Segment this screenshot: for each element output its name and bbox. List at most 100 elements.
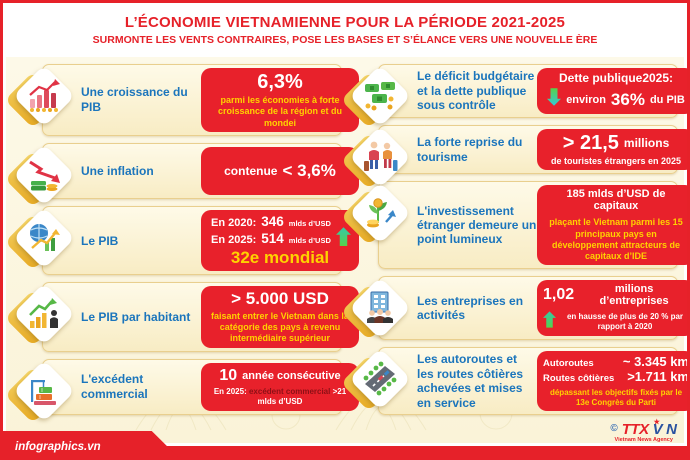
stat-box: En 2020: 346 mlds d’USD En 2025: 514 mld… bbox=[201, 210, 359, 272]
icon-cell bbox=[340, 181, 412, 269]
card-label: Les entreprises en activités bbox=[417, 293, 524, 323]
stat-value: 346 bbox=[261, 214, 284, 230]
stat-value: >1.711 km bbox=[627, 369, 689, 385]
card-foreign-investment: L'investissement étranger demeure un poi… bbox=[340, 181, 687, 270]
site-banner: infographics.vn bbox=[3, 431, 178, 457]
up-arrow-icon bbox=[543, 311, 556, 333]
stat-caption-prefix: En 2025: bbox=[213, 386, 247, 396]
logo-v: V ★ bbox=[652, 418, 663, 438]
globe-growth-icon bbox=[25, 218, 63, 256]
card-label: L'investissement étranger demeure un poi… bbox=[417, 203, 537, 247]
stat-year: En 2025: bbox=[211, 234, 257, 247]
stat-box: 1,02 milions d’entreprises bbox=[537, 280, 687, 337]
stat-caption: en hausse de plus de 20 % par rapport à … bbox=[566, 312, 684, 332]
card-panel: Une inflation contenue < 3,6% bbox=[42, 142, 359, 200]
card-label: Une croissance du PIB bbox=[81, 85, 188, 114]
right-column: Le déficit budgétaire et la dette publiq… bbox=[340, 64, 687, 416]
stat-value: 1,02 bbox=[543, 286, 575, 304]
card-panel: Le PIB En 2020: 346 mlds d’USD En 2025: … bbox=[42, 206, 359, 276]
stat-value: < 3,6% bbox=[282, 161, 336, 181]
stat-value: 10 bbox=[219, 366, 238, 384]
page-title: L’ÉCONOMIE VIETNAMIENNE POUR LA PÉRIODE … bbox=[124, 14, 566, 31]
header: L’ÉCONOMIE VIETNAMIENNE POUR LA PÉRIODE … bbox=[3, 3, 687, 46]
stat-caption-suffix: >21 mlds d’USD bbox=[257, 386, 347, 406]
icon-cell bbox=[4, 143, 76, 208]
logo-caption: Vietnam News Agency bbox=[614, 436, 673, 443]
card-inflation: Une inflation contenue < 3,6% bbox=[4, 142, 359, 208]
stat-unit: mlds d’USD bbox=[288, 236, 331, 246]
card-pib-habitant: Le PIB par habitant > 5.000 USD faisant … bbox=[4, 282, 359, 352]
stat-caption: En 2025: excédent commercial >21 mlds d’… bbox=[207, 387, 353, 407]
card-panel: L'excédent commercial 10 année consécuti… bbox=[42, 358, 359, 416]
stat-caption: faisant entrer le Vietnam dans la catégo… bbox=[211, 310, 349, 344]
card-label: Le PIB bbox=[81, 233, 119, 248]
card-label: Les autoroutes et les routes côtières ac… bbox=[417, 352, 524, 410]
logo-ttx: TTX bbox=[621, 420, 649, 438]
tourists-icon bbox=[361, 137, 399, 175]
stat-rest: année consécutive bbox=[242, 369, 341, 382]
card-tourism: La forte reprise du tourisme > 21,5 mill… bbox=[340, 125, 687, 190]
icon-cell bbox=[4, 206, 76, 275]
stat-box: 185 mlds d’USD de capitaux plaçant le Vi… bbox=[537, 185, 687, 266]
card-trade-surplus: L'excédent commercial 10 année consécuti… bbox=[4, 358, 359, 423]
site-url: infographics.vn bbox=[15, 441, 101, 453]
stat-box: contenue < 3,6% bbox=[201, 146, 359, 196]
card-panel: Une croissance du PIB 6,3% parmi les éco… bbox=[42, 64, 359, 136]
stat-label: Routes côtières bbox=[543, 373, 615, 385]
stat-box: 10 année consécutive En 2025: excédent c… bbox=[201, 362, 359, 412]
stat-caption: parmi les économies à forte croissance d… bbox=[217, 95, 343, 128]
up-arrow-icon bbox=[336, 226, 351, 251]
icon-cell bbox=[4, 64, 76, 136]
card-label: L'excédent commercial bbox=[81, 372, 148, 401]
stat-caption: dépassant les objectifs fixés par le 13e… bbox=[549, 388, 683, 408]
bottom-strip bbox=[3, 446, 687, 457]
bar-chart-growth-icon bbox=[25, 76, 63, 114]
stat-box: 6,3% parmi les économies à forte croissa… bbox=[201, 68, 359, 132]
card-panel: Le PIB par habitant > 5.000 USD faisant … bbox=[42, 282, 359, 352]
card-label: Le déficit budgétaire et la dette publiq… bbox=[417, 69, 535, 113]
logo-n: N bbox=[666, 420, 677, 438]
ttxvn-logo: © TTX V ★ N Vietnam News Agency bbox=[610, 418, 677, 444]
stat-value: 6,3% bbox=[257, 71, 303, 93]
highway-icon bbox=[361, 359, 399, 397]
world-rank: 32e mondial bbox=[230, 248, 330, 268]
banknote-stacks-icon bbox=[361, 76, 399, 114]
stat-prefix: contenue bbox=[224, 163, 278, 178]
stat-rest: milions d’entreprises bbox=[599, 283, 669, 308]
stat-unit: mlds d’USD bbox=[288, 219, 331, 229]
cargo-crane-icon bbox=[25, 371, 63, 409]
stat-value: 514 bbox=[261, 231, 284, 247]
income-growth-icon bbox=[25, 294, 63, 332]
stat-value: > 5.000 USD bbox=[231, 289, 329, 309]
card-pib-growth: Une croissance du PIB 6,3% parmi les éco… bbox=[4, 64, 359, 136]
stat-caption-em: excédent commercial bbox=[248, 386, 331, 396]
inflation-arrow-down-icon bbox=[25, 155, 63, 193]
card-panel: Les autoroutes et les routes côtières ac… bbox=[378, 347, 687, 416]
office-building-icon bbox=[361, 288, 399, 326]
icon-cell bbox=[340, 64, 412, 129]
card-highways: Les autoroutes et les routes côtières ac… bbox=[340, 347, 687, 416]
stat-title: Dette publique2025: bbox=[558, 71, 674, 85]
money-plant-icon bbox=[361, 193, 399, 231]
icon-cell bbox=[340, 276, 412, 341]
stat-prefix: environ bbox=[566, 93, 606, 106]
card-panel: La forte reprise du tourisme > 21,5 mill… bbox=[378, 125, 687, 175]
page-subtitle: SURMONTE LES VENTS CONTRAIRES, POSE LES … bbox=[92, 34, 598, 46]
stat-year: En 2020: bbox=[211, 217, 257, 230]
card-label: Une inflation bbox=[81, 163, 154, 178]
stat-caption: plaçant le Vietnam parmi les 15 principa… bbox=[549, 217, 683, 261]
stat-value: ~ 3.345 km bbox=[622, 354, 689, 370]
star-icon: ★ bbox=[653, 418, 660, 426]
card-panel: Le déficit budgétaire et la dette publiq… bbox=[378, 64, 687, 118]
icon-cell bbox=[340, 347, 412, 415]
stat-suffix: du PIB bbox=[649, 93, 685, 106]
icon-cell bbox=[4, 282, 76, 351]
content-area: Une croissance du PIB 6,3% parmi les éco… bbox=[4, 57, 687, 443]
stat-box: Autoroutes ~ 3.345 km Routes côtières >1… bbox=[537, 351, 689, 412]
stat-label: Autoroutes bbox=[543, 358, 594, 370]
card-panel: L'investissement étranger demeure un poi… bbox=[378, 181, 687, 270]
icon-cell bbox=[340, 125, 412, 190]
stat-box: > 5.000 USD faisant entrer le Vietnam da… bbox=[201, 286, 359, 348]
stat-box: > 21,5 millions de touristes étrangers e… bbox=[537, 129, 687, 171]
